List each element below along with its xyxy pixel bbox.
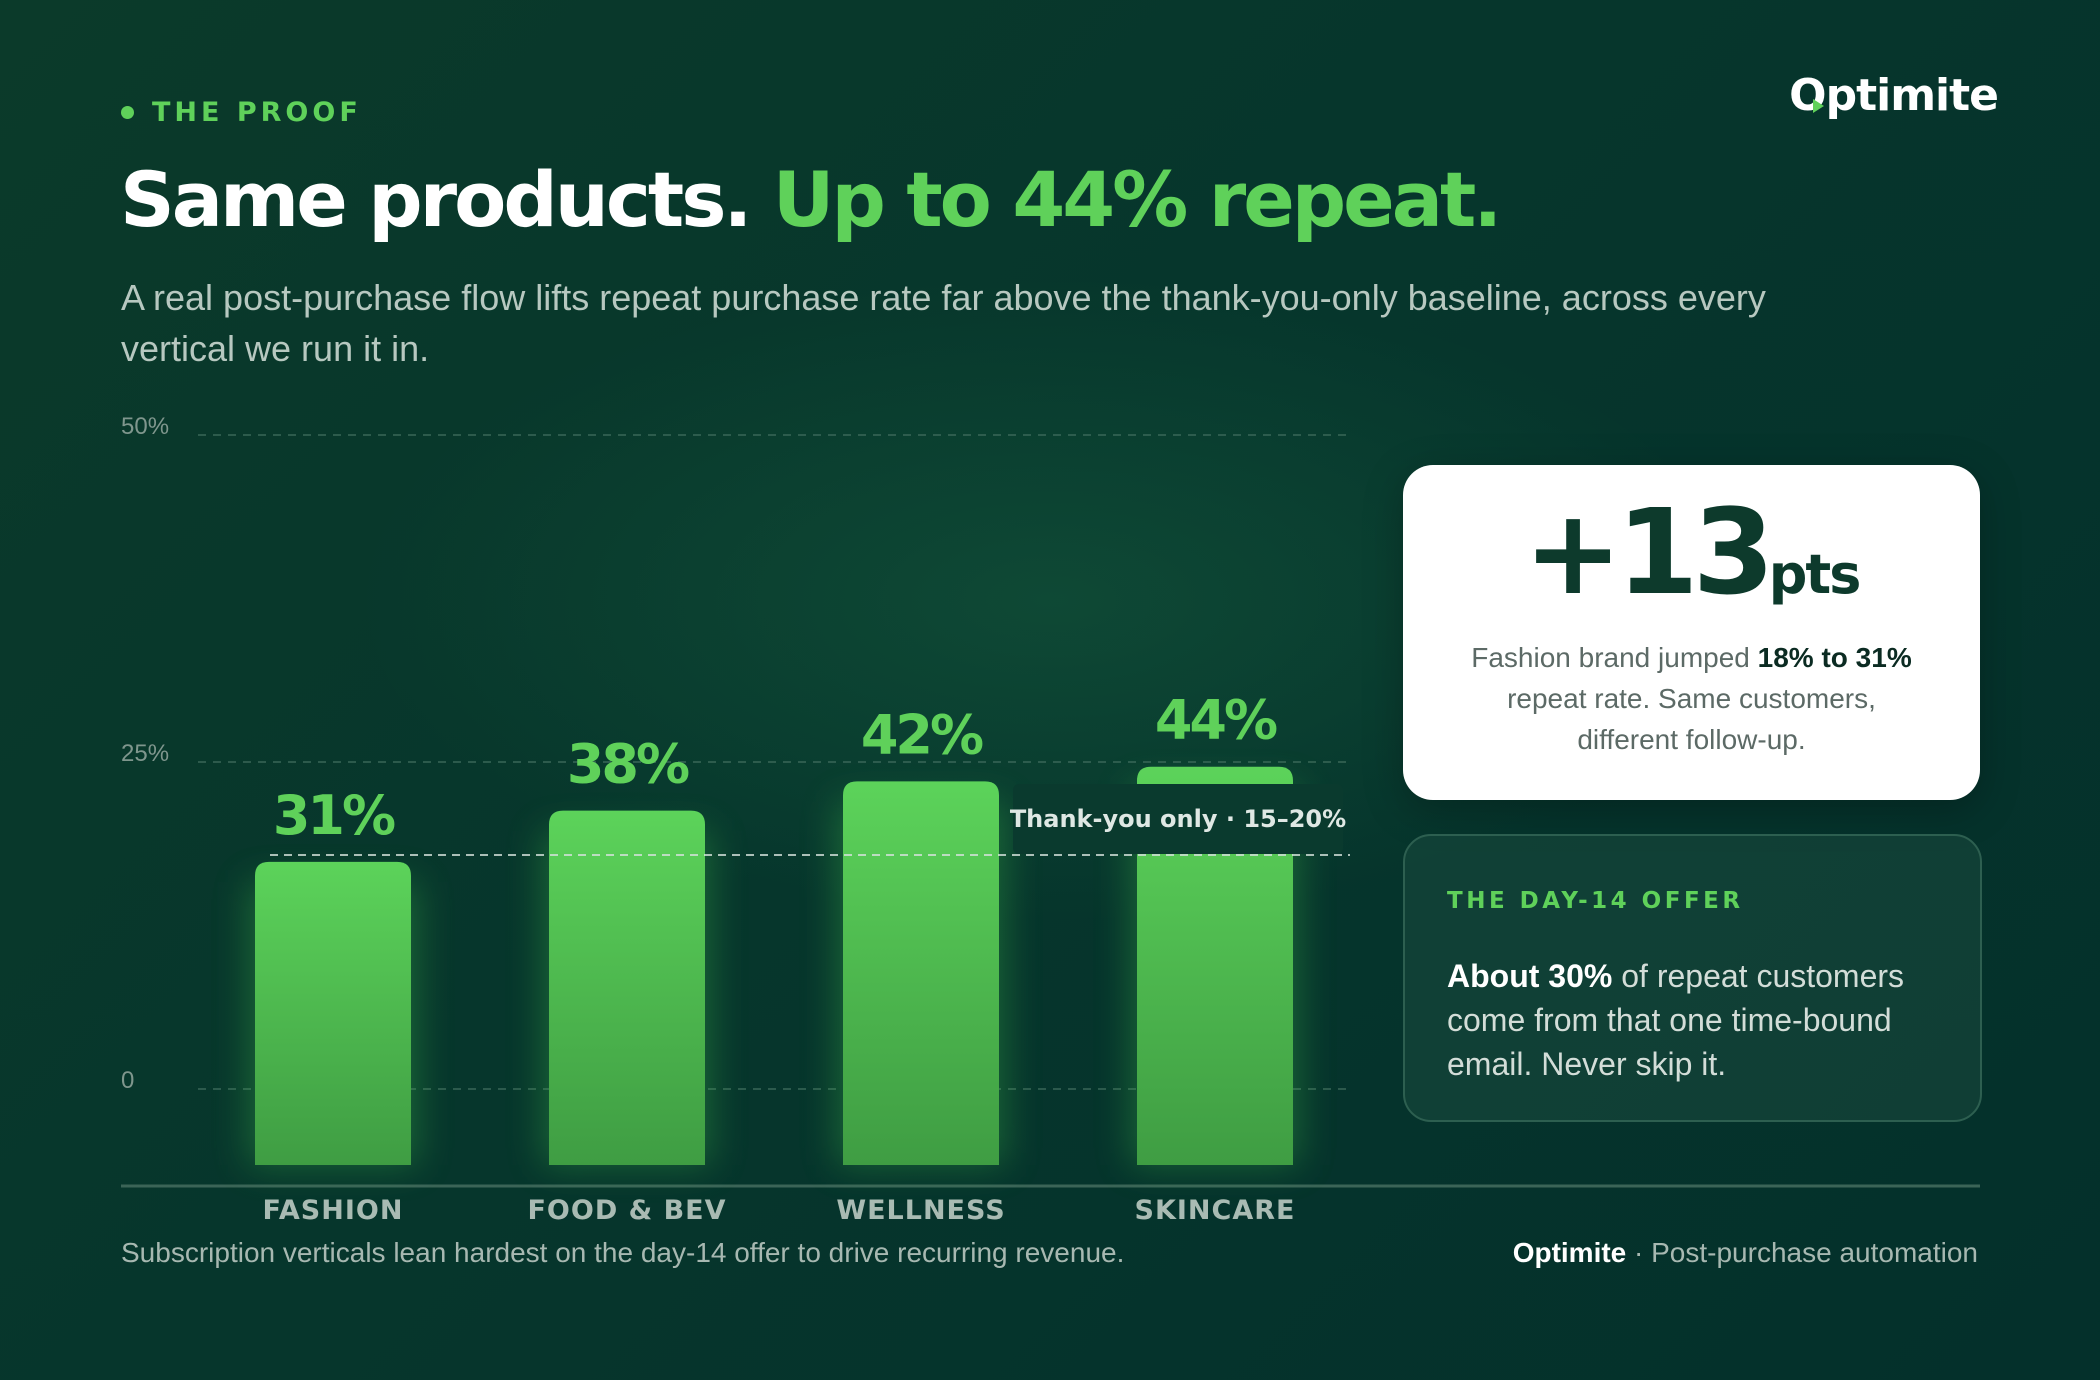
- offer-text-bold: About 30%: [1447, 958, 1613, 994]
- y-tick-label: 0: [121, 1067, 134, 1094]
- stat-desc-bold: 18% to 31%: [1757, 642, 1912, 673]
- bar-value-label: 42%: [861, 703, 983, 766]
- x-category-label: FOOD & BEV: [527, 1195, 726, 1226]
- offer-card: THE DAY-14 OFFER About 30% of repeat cus…: [1403, 834, 1982, 1122]
- bar-value-label: 38%: [567, 733, 689, 796]
- bar: [1137, 766, 1293, 1165]
- x-category-label: FASHION: [263, 1195, 404, 1226]
- stat-number: +13: [1523, 483, 1775, 621]
- baseline-label: Thank-you only · 15–20%: [1010, 805, 1346, 833]
- baseline-label-box: [1013, 784, 1343, 854]
- brand-logo: Optimite: [1789, 70, 1999, 121]
- offer-text: About 30% of repeat customers come from …: [1447, 954, 1947, 1086]
- eyebrow-label: THE PROOF: [152, 97, 362, 128]
- logo-arrow-icon: O: [1789, 70, 1826, 121]
- page-title: Same products. Up to 44% repeat.: [120, 155, 1502, 244]
- eyebrow-dot-icon: [121, 106, 134, 119]
- footer-tagline: · Post-purchase automation: [1626, 1237, 1978, 1268]
- footer-brand: Optimite · Post-purchase automation: [1513, 1237, 1978, 1269]
- x-category-label: WELLNESS: [836, 1195, 1005, 1226]
- bar: [549, 810, 705, 1165]
- stat-value: +13pts: [1403, 493, 1980, 611]
- stat-card: +13pts Fashion brand jumped 18% to 31% r…: [1403, 465, 1980, 800]
- bar: [843, 781, 999, 1165]
- bar: [255, 861, 411, 1165]
- eyebrow: THE PROOF: [121, 97, 362, 128]
- stat-desc-before: Fashion brand jumped: [1471, 642, 1758, 673]
- title-white: Same products.: [120, 155, 752, 244]
- offer-text-rest: of repeat customers come from that one t…: [1447, 958, 1905, 1082]
- bar-value-label: 44%: [1155, 689, 1277, 752]
- bar-value-label: 31%: [273, 784, 395, 847]
- offer-kicker: THE DAY-14 OFFER: [1447, 888, 1744, 914]
- y-tick-label: 25%: [121, 740, 169, 767]
- stat-unit: pts: [1768, 543, 1862, 606]
- x-category-label: SKINCARE: [1135, 1195, 1296, 1226]
- footer-brand-name: Optimite: [1512, 1237, 1627, 1268]
- logo-rest: ptimite: [1825, 70, 1999, 121]
- title-accent: Up to 44% repeat.: [772, 155, 1502, 244]
- stat-description: Fashion brand jumped 18% to 31% repeat r…: [1463, 637, 1920, 760]
- stat-desc-after: repeat rate. Same customers, different f…: [1507, 683, 1876, 755]
- footnote: Subscription verticals lean hardest on t…: [121, 1237, 1125, 1268]
- y-tick-label: 50%: [121, 413, 169, 440]
- page-subtitle: A real post-purchase flow lifts repeat p…: [121, 277, 1766, 369]
